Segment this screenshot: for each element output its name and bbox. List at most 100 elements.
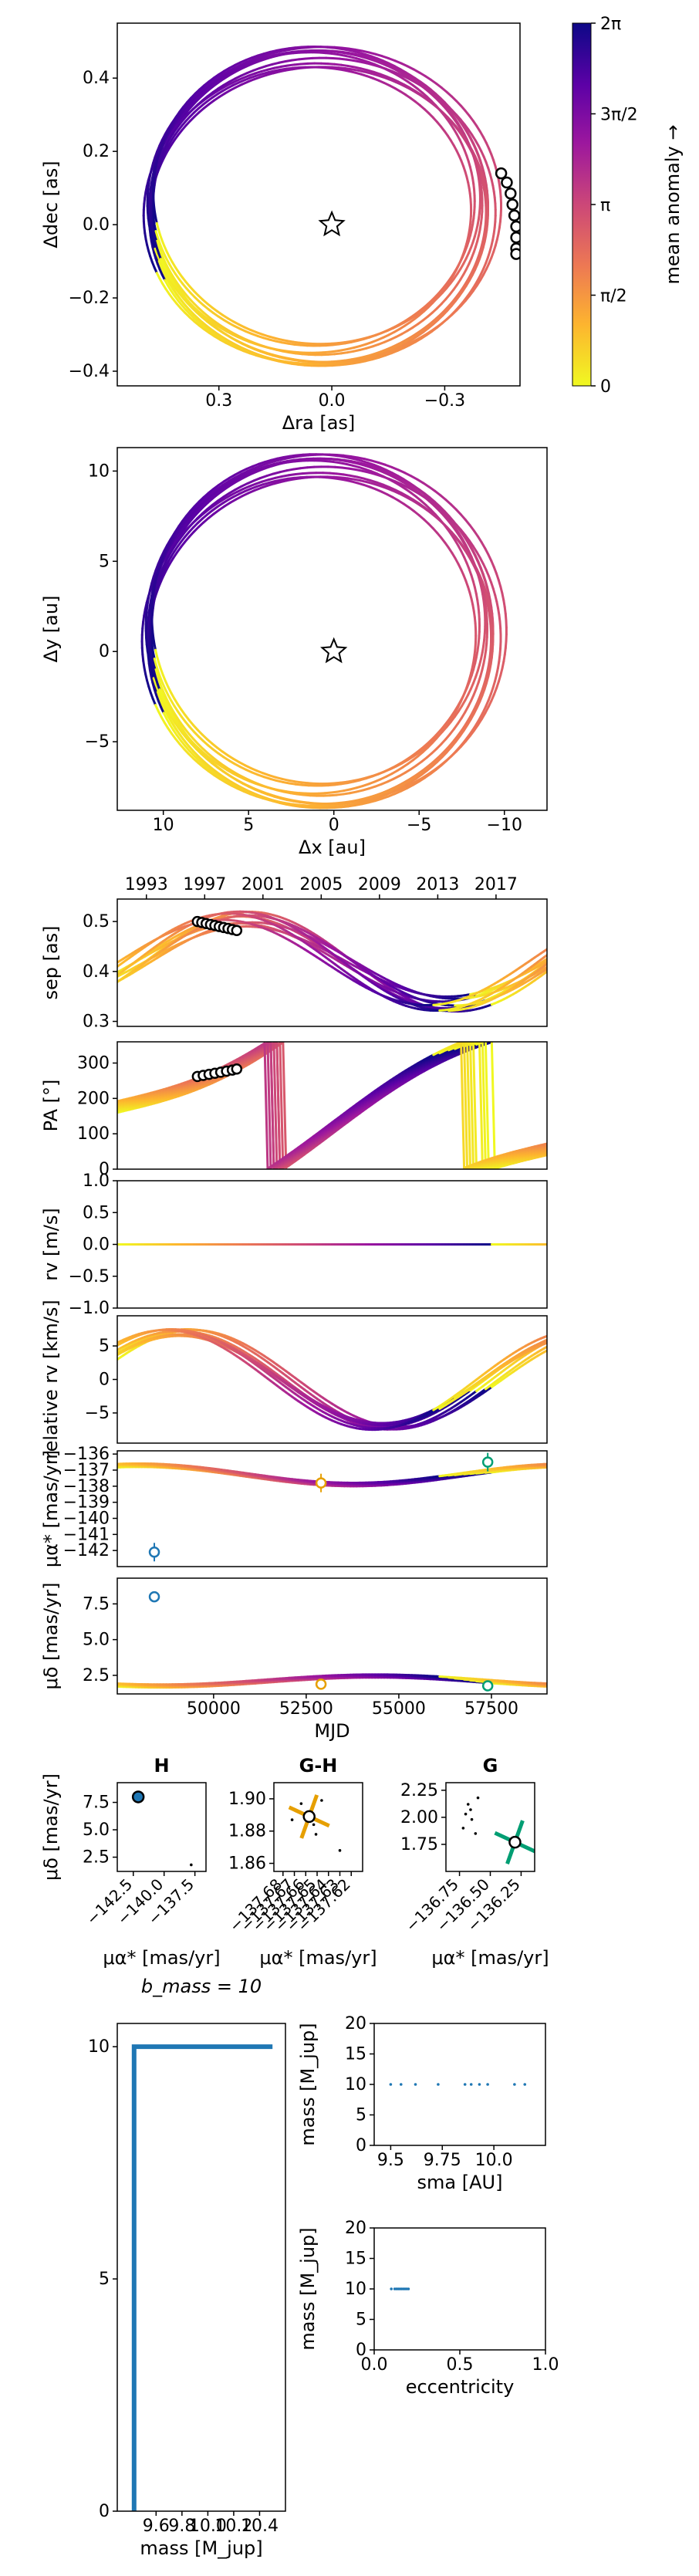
panel-sep: 0.5 0.4 0.3 sep [as] <box>40 912 117 1032</box>
orbit-line <box>185 737 193 745</box>
orbit-line <box>279 796 289 801</box>
colorbar-tick-label: π/2 <box>600 287 627 306</box>
orbit-line <box>157 260 163 269</box>
x-tick-label: 10 <box>153 816 174 835</box>
orbit-line <box>286 798 296 803</box>
orbit-line <box>377 461 387 466</box>
orbit-line <box>472 529 479 538</box>
orbit-line <box>397 468 407 475</box>
orbit-line <box>370 459 380 464</box>
y-axis-label: sep [as] <box>40 925 62 999</box>
astrometry-point <box>501 176 513 189</box>
orbit-line <box>221 770 231 777</box>
orbit-line <box>336 802 346 805</box>
orbit-line <box>439 494 447 502</box>
y-tick-label: −0.2 <box>69 289 110 308</box>
model-curve <box>279 1042 285 1169</box>
plot-area-pa <box>117 1042 547 1169</box>
orbit-line <box>306 360 316 363</box>
y-tick-label: 0.3 <box>83 1012 110 1032</box>
orbit-line <box>363 458 373 462</box>
orbit-line <box>211 762 219 769</box>
orbit-line <box>246 467 255 473</box>
y-tick-label: 0.5 <box>83 912 110 931</box>
y-tick-label: 0 <box>99 1160 110 1179</box>
orbit-line <box>156 691 161 700</box>
x-tick-label: −0.3 <box>424 391 465 411</box>
star-marker <box>318 210 346 237</box>
y-tick-label: −0.4 <box>69 362 110 381</box>
orbit-line <box>377 793 387 799</box>
orbit-line <box>155 239 160 248</box>
astrometry-point <box>506 198 518 211</box>
orbit-line <box>383 463 393 468</box>
y-tick-label: 0.2 <box>83 142 110 161</box>
y-tick-label: 200 <box>77 1089 110 1108</box>
orbit-line <box>259 789 268 795</box>
orbit-line <box>459 513 467 521</box>
orbit-line <box>272 458 282 463</box>
top-tick-label: 2017 <box>474 875 518 894</box>
y-axis-label: Δdec [as] <box>40 161 62 248</box>
orbit-line <box>422 772 431 779</box>
orbit-line <box>439 759 447 767</box>
orbit-line <box>427 768 437 775</box>
y-tick-label: 0.4 <box>83 69 110 88</box>
y-tick-label: 300 <box>77 1054 110 1073</box>
orbit-line <box>154 704 160 712</box>
y-tick-label: 0.0 <box>83 215 110 235</box>
orbit-line <box>468 524 475 532</box>
x-tick-label: −5 <box>407 816 431 835</box>
orbit-line <box>476 535 483 544</box>
orbit-line <box>194 747 203 756</box>
orbit-line <box>279 457 289 461</box>
colorbar-tick-label: 3π/2 <box>600 106 638 125</box>
axes-frame-au <box>117 447 548 811</box>
orbit-line <box>397 786 407 792</box>
top-tick-label: 2013 <box>416 875 459 894</box>
colorbar-tick-label: 0 <box>600 377 611 397</box>
top-tick-label: 2005 <box>299 875 343 894</box>
orbit-line <box>434 764 442 771</box>
orbit-line <box>246 784 255 790</box>
orbit-line <box>216 483 225 490</box>
orbit-line <box>181 732 188 740</box>
orbit-line <box>390 789 400 794</box>
orbit-line <box>300 800 310 804</box>
y-tick-label: 0.4 <box>83 962 110 982</box>
x-tick-label: −10 <box>487 816 522 835</box>
orbit-line <box>444 499 453 506</box>
orbit-line <box>427 485 437 492</box>
orbit-line <box>154 648 158 658</box>
top-tick-label: 2001 <box>241 875 285 894</box>
colorbar-label: mean anomaly → <box>662 125 684 285</box>
orbit-line <box>177 726 184 735</box>
orbit-line <box>155 272 161 280</box>
colorbar-gradient <box>572 22 592 387</box>
orbit-line <box>265 460 275 465</box>
orbit-line <box>154 230 159 238</box>
y-axis-label: PA [°] <box>40 1080 62 1132</box>
orbit-line <box>252 787 262 793</box>
orbit-line <box>416 776 425 783</box>
orbit-line <box>404 783 413 789</box>
orbit-line <box>158 688 164 697</box>
orbit-line <box>221 479 231 486</box>
orbit-line <box>162 712 168 720</box>
x-tick-label: 0.3 <box>205 391 232 411</box>
orbit-line <box>272 794 282 800</box>
orbit-line <box>286 455 296 460</box>
orbit-line <box>434 489 442 497</box>
orbit-line <box>200 752 208 760</box>
model-curve <box>282 1042 288 1169</box>
orbit-line <box>356 799 366 803</box>
top-tick-label: 2009 <box>358 875 401 894</box>
orbit-line <box>159 258 164 265</box>
orbit-line <box>356 456 366 461</box>
orbit-line <box>239 470 249 476</box>
astrometry-point <box>495 167 508 180</box>
orbit-line <box>416 478 425 485</box>
star-marker <box>320 637 348 664</box>
x-axis-label: Δx [au] <box>299 837 366 858</box>
